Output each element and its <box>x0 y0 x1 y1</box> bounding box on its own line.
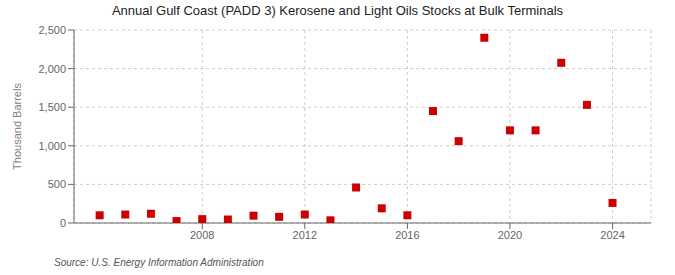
svg-text:2012: 2012 <box>293 229 317 241</box>
svg-text:0: 0 <box>60 217 66 229</box>
svg-text:1,500: 1,500 <box>38 101 66 113</box>
svg-text:2,500: 2,500 <box>38 24 66 36</box>
svg-text:Thousand Barrels: Thousand Barrels <box>11 83 23 170</box>
svg-text:500: 500 <box>48 178 66 190</box>
svg-text:2,000: 2,000 <box>38 63 66 75</box>
svg-text:1,000: 1,000 <box>38 140 66 152</box>
svg-text:2020: 2020 <box>498 229 522 241</box>
svg-text:2008: 2008 <box>190 229 214 241</box>
html-text:Annual Gulf Coast (PADD 3) Ker: Annual Gulf Coast (PADD 3) Kerosene and … <box>111 3 564 18</box>
html-text:Source: U.S. Energy Informatio: Source: U.S. Energy Information Administ… <box>54 257 264 268</box>
svg-text:2024: 2024 <box>600 229 624 241</box>
svg-text:2016: 2016 <box>395 229 419 241</box>
